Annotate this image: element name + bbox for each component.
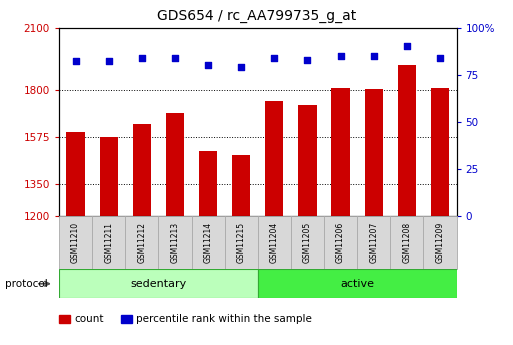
Bar <box>431 88 449 216</box>
Text: GSM11215: GSM11215 <box>236 222 246 263</box>
Bar <box>324 216 357 269</box>
Bar <box>199 151 217 216</box>
Bar <box>59 216 92 269</box>
Text: percentile rank within the sample: percentile rank within the sample <box>136 314 312 324</box>
Bar <box>398 65 416 216</box>
Text: GSM11204: GSM11204 <box>270 222 279 263</box>
Bar <box>265 101 284 216</box>
Bar <box>191 216 225 269</box>
Bar <box>125 216 159 269</box>
Bar <box>390 216 423 269</box>
Bar <box>232 155 250 216</box>
Bar <box>166 113 184 216</box>
Bar <box>133 124 151 216</box>
Bar <box>291 216 324 269</box>
Point <box>137 55 146 60</box>
Point <box>105 59 113 64</box>
Point <box>436 55 444 60</box>
Text: GSM11205: GSM11205 <box>303 222 312 263</box>
Point <box>403 43 411 49</box>
Bar <box>67 132 85 216</box>
Point <box>370 53 378 59</box>
Bar <box>92 216 125 269</box>
Bar <box>258 216 291 269</box>
Bar <box>159 216 191 269</box>
Text: GSM11210: GSM11210 <box>71 222 80 263</box>
Bar <box>357 216 390 269</box>
Text: GDS654 / rc_AA799735_g_at: GDS654 / rc_AA799735_g_at <box>157 9 356 23</box>
Text: protocol: protocol <box>5 279 48 289</box>
Text: GSM11212: GSM11212 <box>137 222 146 263</box>
Text: GSM11207: GSM11207 <box>369 222 378 263</box>
Text: sedentary: sedentary <box>130 279 187 289</box>
Bar <box>100 137 118 216</box>
Bar <box>225 216 258 269</box>
Bar <box>258 269 457 298</box>
Text: GSM11208: GSM11208 <box>402 222 411 263</box>
Text: GSM11213: GSM11213 <box>170 222 180 263</box>
Point <box>270 55 279 60</box>
Bar <box>365 89 383 216</box>
Point <box>303 57 311 62</box>
Text: GSM11209: GSM11209 <box>436 222 444 263</box>
Bar <box>299 105 317 216</box>
Text: GSM11214: GSM11214 <box>204 222 212 263</box>
Point <box>337 53 345 59</box>
Bar <box>423 216 457 269</box>
Text: GSM11206: GSM11206 <box>336 222 345 263</box>
Text: active: active <box>340 279 374 289</box>
Text: GSM11211: GSM11211 <box>104 222 113 263</box>
Text: count: count <box>74 314 104 324</box>
Point <box>237 64 245 70</box>
Point <box>71 59 80 64</box>
Point <box>204 62 212 68</box>
Bar <box>331 88 350 216</box>
Point <box>171 55 179 60</box>
Bar <box>59 269 258 298</box>
